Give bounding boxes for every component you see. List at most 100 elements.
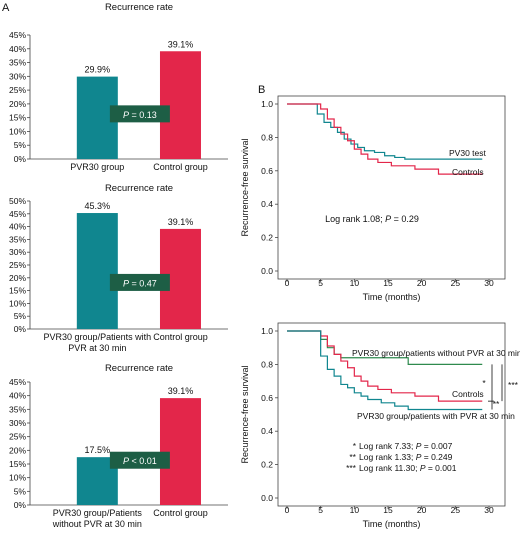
x-tick-label: 25: [451, 278, 461, 288]
p-value-box: [109, 105, 170, 123]
y-tick-label: 20%: [9, 445, 26, 455]
y-tick-label: 25%: [9, 85, 26, 95]
x-tick-label: 15: [383, 505, 393, 515]
y-tick-label: 35%: [9, 234, 26, 244]
y-tick-label: 30%: [9, 247, 26, 257]
y-tick-label: 20%: [9, 273, 26, 283]
y-tick-label: 0.2: [261, 233, 273, 243]
km-curve: [287, 103, 483, 160]
category-label: PVR30 group/Patients with: [44, 332, 152, 342]
y-tick-label: 0.8: [261, 359, 273, 369]
y-tick-label: 15%: [9, 459, 26, 469]
bracket-mark: **: [493, 399, 500, 409]
x-tick-label: 30: [484, 278, 494, 288]
bar-value-label: 29.9%: [85, 65, 111, 75]
x-tick-label: 5: [318, 505, 323, 515]
x-axis-label: Time (months): [363, 292, 421, 302]
x-axis-label: Time (months): [363, 519, 421, 529]
stat-mark: **: [349, 452, 356, 462]
y-tick-label: 25%: [9, 260, 26, 270]
y-tick-label: 40%: [9, 391, 26, 401]
category-label: Control group: [153, 162, 208, 172]
chart-title: Recurrence rate: [105, 2, 173, 13]
y-tick-label: 5%: [14, 140, 27, 150]
x-tick-label: 25: [451, 505, 461, 515]
y-tick-label: 10%: [9, 473, 26, 483]
panel-label-b: B: [258, 84, 265, 96]
plot-frame: [277, 95, 506, 280]
y-tick-label: 45%: [9, 209, 26, 219]
y-tick-label: 10%: [9, 298, 26, 308]
y-tick-label: 40%: [9, 222, 26, 232]
y-tick-label: 10%: [9, 126, 26, 136]
category-label: Control group: [153, 508, 208, 518]
y-tick-label: 40%: [9, 44, 26, 54]
bar-chart-1: Recurrence rate 0% 5% 10% 15% 20% 25% 30% 35% 40%…: [9, 2, 228, 172]
bar-value-label: 39.1%: [168, 39, 194, 49]
category-label: without PVR at 30 min: [52, 519, 142, 529]
series-label-controls: Controls: [452, 389, 484, 399]
bracket-mark: ***: [508, 380, 519, 390]
y-tick-label: 35%: [9, 404, 26, 414]
y-tick-label: 30%: [9, 71, 26, 81]
y-tick-label: 0.8: [261, 132, 273, 142]
bar-control: [159, 51, 201, 159]
x-tick-label: 0: [285, 278, 290, 288]
y-tick-label: 0.6: [261, 166, 273, 176]
y-tick-label: 0.0: [261, 493, 273, 503]
y-tick-label: 0%: [14, 324, 27, 334]
y-tick-label: 35%: [9, 58, 26, 68]
y-tick-label: 0%: [14, 154, 27, 164]
series-label-with-pvr: PVR30 group/patients with PVR at 30 min: [357, 411, 515, 421]
km-curve: [287, 103, 483, 175]
y-tick-label: 1.0: [261, 326, 273, 336]
km-chart-2: 0.0 0.2 0.4 0.6 0.8 1.0 0 5 10 15 20 25 30 Time (mont…: [240, 322, 520, 529]
y-tick-label: 0.6: [261, 393, 273, 403]
y-tick-label: 25%: [9, 432, 26, 442]
p-value-box: [109, 273, 170, 291]
bar-pvr30: [76, 213, 118, 329]
bracket-mark: *: [482, 378, 486, 388]
series-label-without-pvr: PVR30 group/patients without PVR at 30 m…: [352, 348, 520, 358]
x-tick-label: 30: [484, 505, 494, 515]
km-curve: [287, 330, 483, 411]
y-axis-label: Recurrence-free survival: [240, 365, 250, 463]
x-tick-label: 0: [285, 505, 290, 515]
bar-value-label: 39.1%: [168, 386, 194, 396]
category-label: PVR30 group: [70, 162, 124, 172]
stat-text: Log rank 1.33; P = 0.249: [359, 452, 453, 462]
bar-chart-2: Recurrence rate 0% 5% 10% 15% 20% 25% 30% 35% 40%…: [9, 183, 228, 353]
y-tick-label: 45%: [9, 30, 26, 40]
plot-frame: [277, 322, 506, 507]
chart-title: Recurrence rate: [105, 363, 173, 374]
x-tick-label: 5: [318, 278, 323, 288]
bar-control: [159, 398, 201, 505]
x-tick-label: 20: [417, 505, 427, 515]
bar-value-label: 17.5%: [85, 445, 111, 455]
stat-mark: *: [353, 441, 357, 451]
y-tick-label: 0.4: [261, 199, 273, 209]
bar-value-label: 39.1%: [168, 217, 194, 227]
y-tick-label: 20%: [9, 99, 26, 109]
y-tick-label: 5%: [14, 311, 27, 321]
bar-value-label: 45.3%: [85, 201, 111, 211]
category-label: PVR30 group/Patients: [53, 508, 143, 518]
y-tick-label: 0%: [14, 500, 27, 510]
y-tick-label: 0.2: [261, 460, 273, 470]
category-label: PVR at 30 min: [68, 343, 126, 353]
y-axis-label: Recurrence-free survival: [240, 138, 250, 236]
km-chart-1: 0.0 0.2 0.4 0.6 0.8 1.0 0 5 10 15 20 25 30 Time (mont…: [240, 95, 506, 302]
category-label: Control group: [153, 332, 208, 342]
series-label-pv30: PV30 test: [449, 148, 486, 158]
p-value-label: P = 0.13: [123, 110, 157, 120]
y-tick-label: 5%: [14, 486, 27, 496]
km-curve: [287, 330, 483, 402]
x-tick-label: 10: [350, 278, 360, 288]
series-label-controls: Controls: [452, 167, 484, 177]
y-tick-label: 1.0: [261, 99, 273, 109]
p-value-label: P = 0.47: [123, 278, 157, 288]
logrank-annotation: Log rank 1.08; P = 0.29: [325, 214, 419, 224]
y-tick-label: 15%: [9, 286, 26, 296]
x-tick-label: 10: [350, 505, 360, 515]
